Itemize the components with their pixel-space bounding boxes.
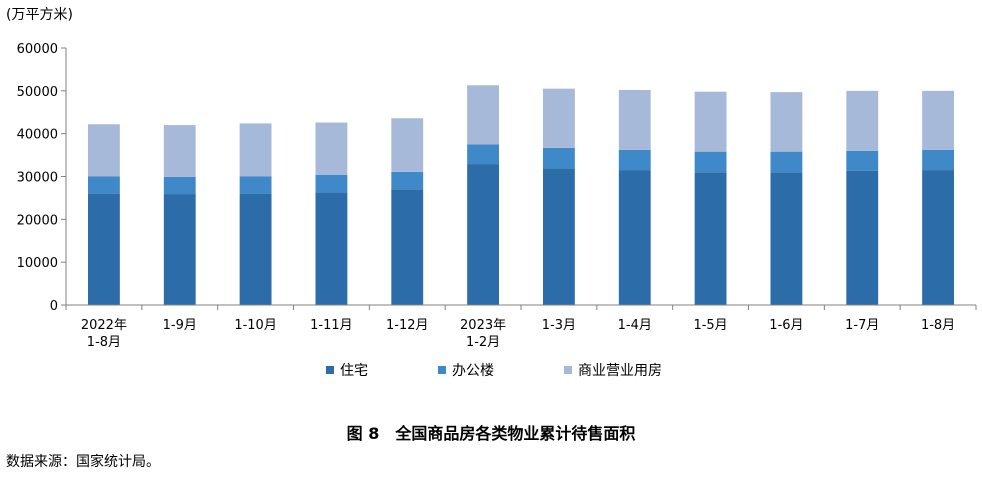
bar-segment-commercial bbox=[618, 89, 651, 150]
y-tick-label: 10000 bbox=[17, 256, 58, 271]
legend-swatch-office bbox=[438, 366, 446, 374]
bar-segment-office bbox=[467, 144, 500, 165]
bar-segment-residential bbox=[239, 193, 272, 305]
bar-segment-office bbox=[846, 150, 879, 171]
bar-segment-commercial bbox=[87, 124, 120, 177]
bar-segment-office bbox=[391, 171, 424, 190]
bar-segment-office bbox=[770, 151, 803, 173]
data-source-note: 数据来源：国家统计局。 bbox=[6, 454, 160, 470]
y-axis-unit-label: (万平方米) bbox=[6, 7, 73, 23]
x-tick-label: 1-4月 bbox=[618, 318, 652, 333]
legend: 住宅 办公楼 商业营业用房 bbox=[0, 360, 982, 380]
bar-segment-residential bbox=[694, 172, 727, 305]
bar-segment-commercial bbox=[542, 88, 575, 148]
y-tick-label: 0 bbox=[50, 299, 58, 314]
x-tick-label: 1-8月 bbox=[921, 318, 955, 333]
bar-segment-residential bbox=[391, 189, 424, 305]
x-tick-label: 2022年 1-8月 bbox=[81, 318, 127, 350]
legend-item-office: 办公楼 bbox=[438, 360, 494, 380]
x-tick-label: 1-9月 bbox=[163, 318, 197, 333]
bar-segment-residential bbox=[846, 170, 879, 305]
bar-segment-commercial bbox=[163, 125, 196, 177]
y-tick-label: 30000 bbox=[17, 171, 58, 186]
figure-number: 图 8 bbox=[346, 424, 380, 443]
figure-title: 全国商品房各类物业累计待售面积 bbox=[395, 424, 636, 443]
bar-segment-residential bbox=[542, 168, 575, 305]
x-tick-label: 1-3月 bbox=[542, 318, 576, 333]
bar-segment-office bbox=[239, 176, 272, 194]
bar-segment-commercial bbox=[694, 91, 727, 152]
legend-label-commercial: 商业营业用房 bbox=[578, 363, 662, 379]
x-tick-label: 1-11月 bbox=[310, 318, 353, 333]
y-tick-label: 60000 bbox=[17, 42, 58, 57]
bar-segment-office bbox=[542, 147, 575, 169]
bar-segment-office bbox=[694, 151, 727, 173]
stacked-bar-chart: 0 10000 20000 30000 40000 50000 60000 2022年 1-8月… bbox=[17, 42, 977, 350]
bar-segment-commercial bbox=[770, 92, 803, 152]
y-tick-label: 40000 bbox=[17, 128, 58, 143]
figure-caption: 图 8 全国商品房各类物业累计待售面积 bbox=[0, 420, 982, 444]
x-tick-label: 1-10月 bbox=[234, 318, 277, 333]
y-tick-label: 20000 bbox=[17, 213, 58, 228]
bar-segment-residential bbox=[618, 170, 651, 305]
x-tick-label: 2023年 1-2月 bbox=[460, 318, 506, 350]
legend-label-office: 办公楼 bbox=[452, 363, 494, 379]
x-tick-label: 1-6月 bbox=[769, 318, 803, 333]
x-tick-label: 1-12月 bbox=[386, 318, 429, 333]
bar-segment-residential bbox=[163, 194, 196, 305]
bar-segment-office bbox=[315, 174, 348, 193]
bar-segment-residential bbox=[770, 172, 803, 305]
bar-segment-residential bbox=[922, 170, 955, 305]
bar-segment-commercial bbox=[467, 85, 500, 145]
x-tick-label: 1-5月 bbox=[693, 318, 727, 333]
bar-segment-commercial bbox=[391, 118, 424, 172]
bar-segment-commercial bbox=[922, 90, 955, 150]
bar-segment-commercial bbox=[239, 123, 272, 177]
legend-item-residential: 住宅 bbox=[326, 360, 368, 380]
y-tick-label: 50000 bbox=[17, 85, 58, 100]
bar-segment-office bbox=[618, 149, 651, 171]
legend-swatch-residential bbox=[326, 366, 334, 374]
bar-segment-office bbox=[87, 176, 120, 194]
legend-label-residential: 住宅 bbox=[340, 363, 368, 379]
bar-segment-residential bbox=[467, 164, 500, 305]
x-tick-label: 1-7月 bbox=[845, 318, 879, 333]
bar-segment-residential bbox=[315, 192, 348, 305]
legend-item-commercial: 商业营业用房 bbox=[564, 360, 662, 380]
bar-segment-office bbox=[163, 176, 196, 195]
legend-swatch-commercial bbox=[564, 366, 572, 374]
bar-segment-residential bbox=[87, 193, 120, 305]
bar-segment-commercial bbox=[846, 90, 879, 151]
bar-segment-commercial bbox=[315, 122, 348, 175]
bar-segment-office bbox=[922, 149, 955, 171]
